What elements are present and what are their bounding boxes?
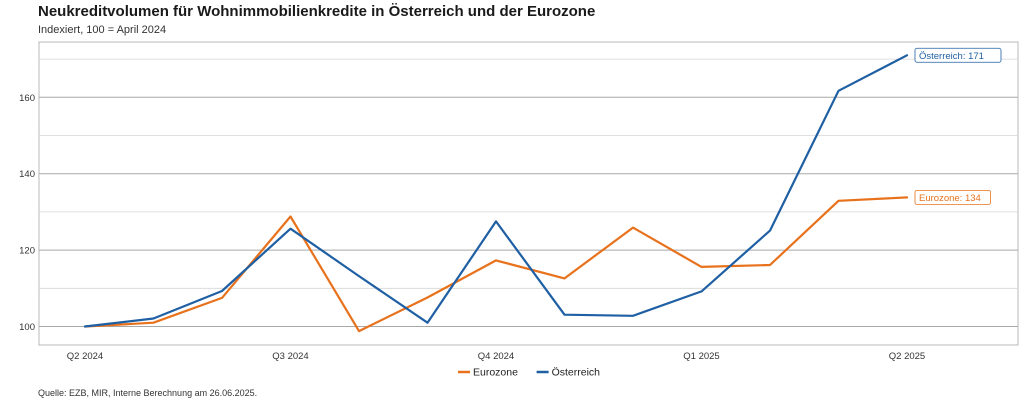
chart-title: Neukreditvolumen für Wohnimmobilienkredi… [38,3,596,20]
x-tick-label: Q2 2024 [67,351,103,362]
x-tick-label: Q4 2024 [478,351,514,362]
chart-source: Quelle: EZB, MIR, Interne Berechnung am … [38,388,258,398]
series-line-oesterreich [83,54,909,328]
plot-area [38,41,1019,346]
end-label-oesterreich: Österreich: 171 [919,51,984,62]
legend-label-oesterreich: Österreich [552,367,601,379]
chart-subtitle: Indexiert, 100 = April 2024 [38,24,167,36]
x-tick-label: Q3 2024 [272,351,308,362]
end-label-box-oesterreich [914,47,1002,63]
end-label-box-eurozone [914,189,991,205]
y-tick-label: 120 [19,246,35,257]
series-line-eurozone [83,196,909,333]
end-label-eurozone: Eurozone: 134 [919,193,981,204]
y-tick-label: 100 [19,322,35,333]
y-tick-label: 160 [19,93,35,104]
legend-label-eurozone: Eurozone [473,367,518,379]
x-tick-label: Q1 2025 [683,351,719,362]
x-tick-label: Q2 2025 [889,351,925,362]
y-tick-label: 140 [19,169,35,180]
